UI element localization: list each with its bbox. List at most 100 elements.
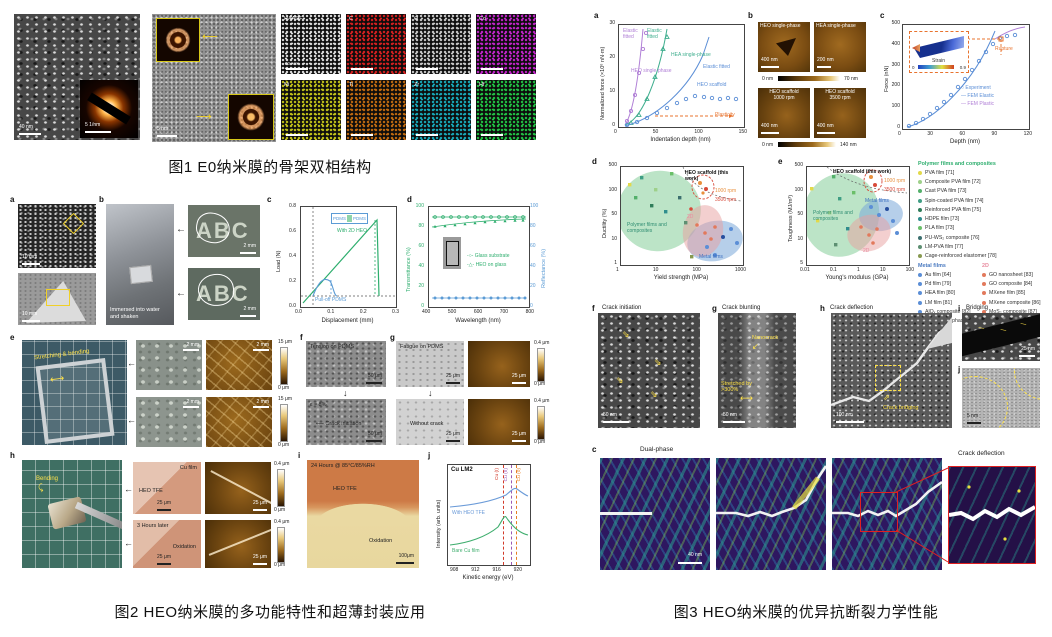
legend-dot	[982, 281, 986, 286]
eds-scale-bar	[416, 68, 438, 70]
colorbar-min: 0 μm	[534, 439, 546, 445]
oxidation-front	[307, 500, 419, 526]
hea-single-phase-label: HEA single-phase	[671, 52, 711, 58]
colorbar-max: 0.4 μm	[534, 340, 550, 346]
tick-label: 920	[513, 567, 522, 573]
colorbar-max: 0.4 μm	[274, 519, 290, 525]
pdms-label-left: PDMS	[333, 216, 347, 221]
tick-label: 200	[891, 82, 900, 89]
tick-label: 100	[891, 103, 900, 110]
eds-scale-bar	[351, 134, 373, 136]
foil-sample	[47, 496, 87, 530]
fig2-panel-b-letter: b	[99, 195, 104, 204]
scale-text: 25 nm	[1021, 346, 1035, 352]
legend-item: Pd film [79]	[918, 279, 982, 288]
heo-single-phase-label: HEO single-phase	[631, 68, 672, 74]
tile-label: HEO scaffold 3500 rpm	[816, 89, 864, 102]
fig3-panel-e-letter: e	[778, 157, 783, 166]
fig3a-x-axis-label: Indentation depth (nm)	[650, 137, 711, 143]
legend-label: Composite PVA film [72]	[925, 178, 981, 185]
fig2-panel-g-letter: g	[390, 333, 395, 342]
tick-label: 500	[447, 309, 457, 315]
fig3a-y-ticks: 30 20 10 0	[604, 20, 615, 128]
fig1-saed-inset: 5 1/nm	[80, 80, 138, 138]
fig2h-optical-top: Cu film HEO TFE 25 μm	[133, 462, 201, 514]
tick-label: 0.01	[800, 267, 810, 273]
eds-map: C	[346, 14, 406, 74]
dashed-arrow-icon: ⇗	[883, 393, 890, 402]
fig2h-afm-bottom: 25 μm	[205, 520, 271, 568]
eds-element-label: O	[414, 16, 419, 22]
scale-text: 100μm	[398, 553, 414, 559]
twod-legend-header: 2D	[982, 262, 989, 269]
fig3c-y-ticks: 500 400 300 200 100 0	[888, 20, 900, 130]
scale-bar	[723, 421, 745, 423]
abc-pattern-text: ABC	[196, 281, 250, 306]
legend-label: FEM Elastic	[967, 93, 995, 99]
metal-legend-column: Metal films Au film [64] Pd film [79]	[918, 261, 982, 316]
scale-bar	[253, 406, 269, 408]
fig2-panel-h-letter: h	[10, 451, 15, 460]
tile-label: HEA single-phase	[816, 23, 856, 29]
tick-label: 0.1	[327, 309, 335, 315]
blue-curve-label: Pull-off PDMS	[315, 297, 347, 303]
crack-label: Crack initiation	[325, 421, 362, 427]
dashed-arrow-icon: ⇘	[616, 375, 624, 385]
fig2e-optical-top: 2 mm	[136, 340, 202, 390]
curved-arrow-icon: ⤹	[38, 482, 44, 492]
metal-region-label: Metal films	[865, 198, 889, 204]
legend-label: HEA film [80]	[925, 290, 955, 297]
legend-label: PVA film [71]	[925, 169, 955, 176]
tile-label-line2: 3500 rpm	[829, 94, 851, 101]
colorbar-max: 0.4 μm	[534, 398, 550, 404]
fig2-panel-j-letter: j	[428, 451, 431, 460]
double-arrow-icon: ⟷	[49, 373, 65, 386]
legend-dot	[918, 207, 922, 212]
scale-bar	[512, 440, 526, 442]
fig3e-regions	[802, 166, 908, 257]
tick-label: 50	[652, 129, 659, 135]
scale-text: 10 mm	[22, 254, 38, 260]
height-colorbar	[280, 347, 288, 385]
rpm-3500-label: 3500 rpm	[884, 187, 906, 193]
line-marker-icon: —	[961, 101, 968, 107]
tick-label: 800	[525, 309, 534, 315]
fig3b-afm-tile-3: HEO scaffold 1000 rpm 400 nm	[758, 88, 810, 138]
crack-path	[832, 480, 942, 518]
legend-item: PVA film [71]	[918, 168, 1052, 177]
tick-label: 0	[530, 303, 533, 309]
elastic-fitted-purple-label: Elastic fitted	[623, 28, 638, 40]
abc-pattern-text: ABC	[196, 218, 250, 243]
height-colorbar	[280, 404, 288, 442]
scale-text: 25 μm	[157, 554, 171, 560]
fig2d-plot: -○- Glass substrate -△- HEO on glass	[428, 206, 530, 308]
fig2j-y-axis-label: Intensity (arb. units)	[436, 499, 442, 548]
legend-label: Au film [64]	[925, 271, 951, 278]
tick-label: 400	[891, 40, 900, 47]
tick-label: 500	[608, 162, 617, 168]
photo-label: Bending	[36, 476, 59, 482]
heo-scaffold-work-label: HEO scaffold (this work)	[833, 169, 892, 175]
legend-dot	[918, 170, 922, 175]
eds-scale-bar	[416, 134, 438, 136]
rpm-1000-label: 1000 rpm	[715, 188, 737, 194]
arrow-left-icon: ←	[127, 415, 136, 425]
plasticity-label: Plasticity	[715, 112, 735, 118]
tile-label-line2: 1000 rpm	[773, 94, 795, 101]
condition-label: 24 Hours @ 85°C/85%RH	[311, 463, 375, 469]
fig3d-plot: HEO scaffold (this work) 1000 rpm 3500 r…	[617, 166, 744, 266]
legend-label: Spin-coated PVA film [74]	[925, 197, 984, 204]
strain-colorbar	[918, 65, 954, 69]
tick-label: 0	[421, 303, 424, 309]
tick-label: 80	[530, 223, 536, 229]
scale-text: 100 nm	[836, 412, 853, 418]
zoom-source-box	[860, 492, 898, 532]
saed-scale-text: 5 1/nm	[85, 122, 101, 128]
colorbar-min: 0 nm	[762, 76, 774, 82]
fft-inset-bottom	[228, 94, 274, 140]
scale-bar	[761, 132, 779, 134]
line-marker-icon: —	[961, 93, 968, 99]
fig2d-x-ticks: 400 500 600 700 800	[422, 309, 534, 315]
elastic-fitted-blue-label: Elastic fitted	[703, 64, 730, 70]
fig2d-right-ticks: 100 80 60 40 20 0	[530, 203, 540, 309]
